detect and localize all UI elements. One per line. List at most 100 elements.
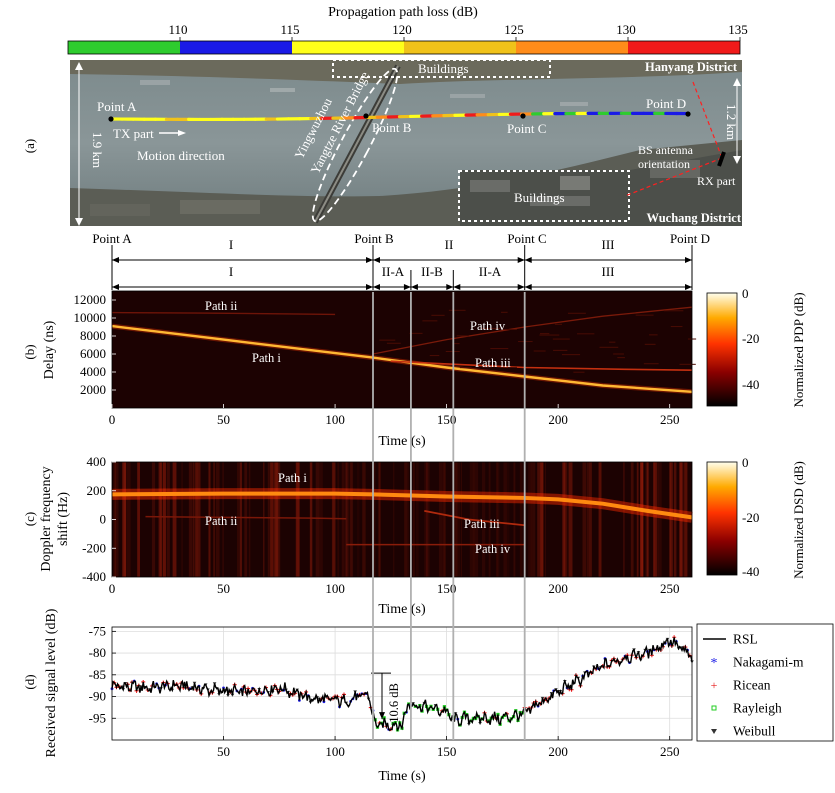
pathloss-band-0 [68, 41, 180, 54]
pdp-colorbar-tick-1: -20 [742, 331, 759, 346]
segment-row2-iia-2: II-A [479, 264, 502, 279]
point-d-marker [685, 111, 691, 117]
dsd-stripe-116 [520, 462, 523, 577]
pdp-faint-11 [561, 354, 581, 356]
rsl-weibull-marker [217, 693, 221, 697]
dsd-ytick-label-3: -200 [82, 540, 106, 555]
pdp-faint-33 [501, 328, 517, 330]
pdp-ytick-label-4: 10000 [74, 310, 107, 325]
wuchang-label: Wuchang District [646, 211, 741, 225]
tx-part-label: TX part [113, 126, 154, 141]
legend-label-weibull: Weibull [733, 724, 776, 739]
dsd-stripe-37 [426, 462, 430, 577]
pathloss-band-5 [628, 41, 740, 54]
pathloss-band-2 [292, 41, 404, 54]
dsd-stripe-10 [438, 462, 443, 577]
pdp-faint-8 [539, 333, 550, 335]
dsd-stripe-52 [222, 462, 225, 577]
pathloss-colorbar-bands [68, 41, 740, 54]
dsd-xtick-label-3: 150 [437, 581, 457, 596]
dsd-stripe-94 [159, 462, 162, 577]
panel-label-c: (c) [22, 512, 37, 526]
pathloss-tick-label-5: 135 [728, 22, 748, 37]
dsd-stripe-90 [195, 462, 199, 577]
dsd-stripe-98 [378, 462, 381, 577]
dsd-stripe-13 [565, 462, 568, 577]
rsl-xtick-label-0: 50 [217, 744, 230, 759]
dsd-stripe-101 [361, 462, 366, 577]
dsd-stripe-38 [670, 462, 674, 577]
pdp-ytick-label-0: 2000 [80, 382, 106, 397]
pdp-faint-19 [599, 346, 619, 348]
dsd-stripe-57 [213, 462, 216, 577]
pdp-xtick-label-2: 100 [325, 412, 345, 427]
pdp-faint-39 [456, 335, 469, 337]
dsd-stripe-78 [424, 462, 427, 577]
dsd-stripe-100 [653, 462, 655, 577]
dsd-stripe-27 [332, 462, 335, 577]
dsd-stripe-7 [137, 462, 140, 577]
dsd-stripe-8 [244, 462, 248, 577]
pdp-xlabel: Time (s) [378, 434, 426, 449]
rsl-annotation-text: 10.6 dB [387, 683, 401, 723]
dsd-stripe-56 [673, 462, 677, 577]
dsd-xtick-label-4: 200 [548, 581, 568, 596]
dsd-stripe-104 [181, 462, 183, 577]
pdp-faint-16 [507, 366, 517, 368]
dsd-stripe-99 [528, 462, 532, 577]
dsd-ylabel-line2: shift (Hz) [56, 492, 71, 546]
pdp-faint-1 [609, 341, 616, 343]
dsd-stripe-64 [654, 462, 657, 577]
pdp-faint-17 [448, 309, 466, 311]
pathloss-band-3 [404, 41, 516, 54]
panel-label-a: (a) [22, 139, 37, 153]
pdp-faint-29 [429, 355, 440, 357]
segment-arrows [111, 245, 693, 290]
dsd-stripe-16 [683, 462, 688, 577]
map-panel: Point A Point B Point C Point D TX part … [70, 59, 742, 226]
dsd-stripe-118 [331, 462, 336, 577]
dsd-stripe-76 [544, 462, 547, 577]
rsl-ytick-label-4: -95 [89, 710, 106, 725]
dsd-stripe-65 [530, 462, 534, 577]
dsd-stripe-79 [271, 462, 275, 577]
point-c-marker [520, 113, 526, 119]
pdp-faint-9 [539, 334, 560, 336]
pdp-y-ticks: 2000 4000 6000 8000 10000 12000 [74, 292, 116, 397]
dsd-stripe-111 [582, 462, 587, 577]
dsd-path-3 [424, 509, 525, 527]
dsd-stripe-112 [188, 462, 193, 577]
dsd-y-ticks: 400 200 0 -200 -400 [82, 454, 116, 584]
rsl-x-ticks: 50 100 150 200 250 [217, 736, 679, 759]
dsd-stripe-88 [539, 462, 544, 577]
dsd-xtick-label-2: 100 [325, 581, 345, 596]
dsd-stripe-51 [215, 462, 220, 577]
dsd-stripe-86 [444, 462, 446, 577]
legend-marker-weibull [711, 729, 717, 734]
dsd-stripe-31 [496, 462, 498, 577]
rsl-weibull-marker [467, 722, 471, 726]
pdp-faint-15 [481, 327, 501, 329]
pdp-faint-24 [670, 326, 683, 328]
pdp-colorbar-tick-2: -40 [742, 377, 759, 392]
pdp-faint-12 [567, 312, 586, 314]
pdp-faint-10 [379, 339, 396, 341]
dsd-stripe-63 [126, 462, 131, 577]
pathloss-tick-label-3: 125 [504, 22, 524, 37]
dsd-stripe-40 [198, 462, 201, 577]
dsd-stripe-32 [598, 462, 602, 577]
point-c-label: Point C [507, 121, 546, 136]
rsl-xtick-label-3: 200 [548, 744, 568, 759]
pdp-faint-37 [679, 363, 696, 365]
pathloss-colorbar-ticks: 110 115 120 125 130 135 [168, 22, 748, 41]
dsd-stripe-50 [647, 462, 649, 577]
segment-point-d: Point D [670, 231, 710, 246]
pdp-faint-32 [490, 348, 509, 350]
dsd-stripe-43 [162, 462, 165, 577]
pdp-ytick-label-2: 6000 [80, 346, 106, 361]
rx-antenna [717, 151, 726, 167]
dsd-label-path-i: Path i [278, 471, 307, 485]
dsd-label-path-ii: Path ii [205, 514, 238, 528]
dsd-stripe-77 [346, 462, 349, 577]
